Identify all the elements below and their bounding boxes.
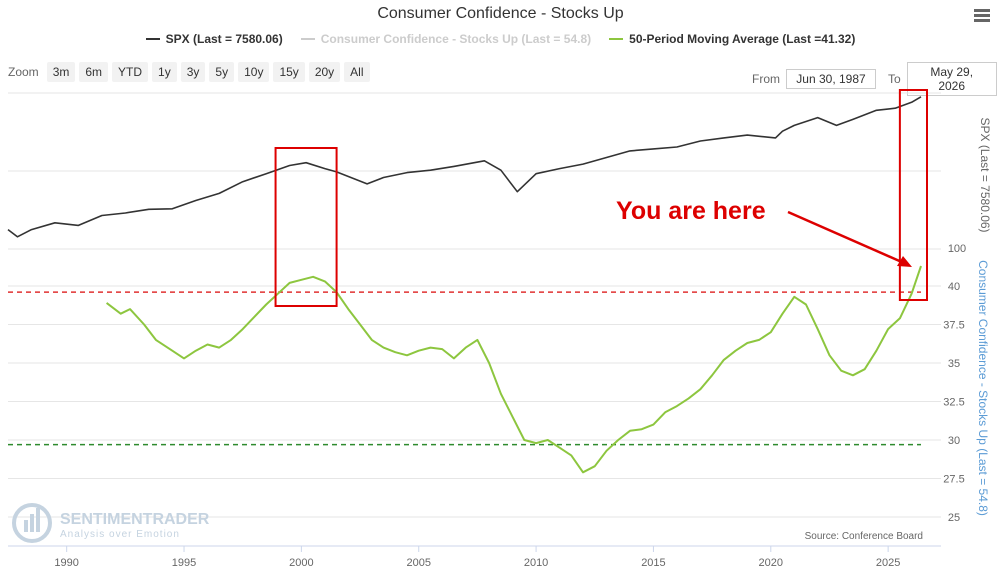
x-tick-label: 2000: [289, 557, 313, 569]
spx-tick-label: 100: [948, 243, 966, 255]
y-right-tick-label: 25: [948, 512, 960, 524]
highlight-boxes: [274, 89, 928, 307]
legend-symbol-consumer-confidence: [300, 38, 315, 40]
zoom-button-20y[interactable]: 20y: [308, 62, 341, 82]
zoom-button-1y[interactable]: 1y: [152, 62, 177, 82]
from-date-input[interactable]: Jun 30, 1987: [786, 69, 876, 89]
y-axis-left: 100: [948, 243, 966, 255]
source-note: Source: Conference Board: [805, 531, 923, 542]
zoom-button-3y[interactable]: 3y: [180, 62, 206, 82]
zoom-button-all[interactable]: All: [344, 62, 370, 82]
zoom-label: Zoom: [8, 65, 39, 79]
highlight-box-2000: [274, 147, 338, 307]
annotation-arrowhead: [897, 256, 912, 267]
y-right-tick-label: 32.5: [943, 397, 964, 409]
zoom-button-6m[interactable]: 6m: [79, 62, 109, 82]
from-label: From: [752, 72, 780, 86]
y-right-tick-label: 27.5: [943, 474, 964, 486]
sentimentrader-watermark: SENTIMENTRADER Analysis over Emotion: [12, 503, 210, 543]
legend: SPX (Last = 7580.06) Consumer Confidence…: [0, 32, 1001, 46]
x-axis: 1990 1995 2000 2005 2010 2015 2020 2025: [54, 546, 900, 569]
reference-lines: [8, 291, 921, 446]
zoom-button-10y[interactable]: 10y: [238, 62, 270, 82]
grid-lines: [8, 92, 941, 547]
zoom-button-15y[interactable]: 15y: [273, 62, 305, 82]
zoom-bar: Zoom 3m 6m YTD 1y 3y 5y 10y 15y 20y All: [8, 62, 370, 82]
annotation: You are here: [616, 197, 912, 267]
y-right-tick-label: 40: [948, 281, 960, 293]
watermark-logo-bar: [30, 514, 34, 532]
hamburger-menu-icon[interactable]: [974, 9, 990, 23]
zoom-button-3m[interactable]: 3m: [46, 62, 76, 82]
x-tick-label: 1990: [54, 557, 78, 569]
watermark-logo-bar: [24, 520, 28, 532]
y-axis-right: 25 27.5 30 32.5 35 37.5 40: [943, 281, 964, 524]
y-right-tick-label: 37.5: [943, 320, 964, 332]
legend-symbol-moving-average: [609, 38, 624, 40]
spx-series-line: [7, 96, 922, 238]
y-right-tick-label: 35: [948, 358, 960, 370]
highlight-box-current: [898, 89, 928, 301]
legend-symbol-spx: [145, 38, 160, 40]
x-tick-label: 2005: [406, 557, 430, 569]
consumer-confidence-axis-title: Consumer Confidence - Stocks Up (Last = …: [976, 260, 990, 516]
legend-label-consumer-confidence: Consumer Confidence - Stocks Up (Last = …: [320, 32, 592, 46]
spx-axis-title: SPX (Last = 7580.06): [978, 117, 992, 232]
x-tick-label: 2010: [524, 557, 548, 569]
y-right-tick-label: 30: [948, 435, 960, 447]
watermark-name: SENTIMENTRADER: [60, 511, 210, 528]
x-tick-label: 2025: [876, 557, 900, 569]
legend-label-spx: SPX (Last = 7580.06): [165, 32, 283, 46]
x-tick-label: 1995: [172, 557, 196, 569]
legend-item-consumer-confidence[interactable]: Consumer Confidence - Stocks Up (Last = …: [300, 32, 592, 46]
zoom-button-ytd[interactable]: YTD: [112, 62, 149, 82]
annotation-arrow-line: [787, 210, 905, 265]
watermark-tagline: Analysis over Emotion: [60, 529, 180, 540]
legend-item-moving-average[interactable]: 50-Period Moving Average (Last =41.32): [609, 32, 855, 46]
date-range-selector: From Jun 30, 1987 To May 29, 2026: [752, 62, 997, 96]
legend-item-spx[interactable]: SPX (Last = 7580.06): [145, 32, 283, 46]
to-label: To: [888, 72, 901, 86]
x-tick-label: 2015: [641, 557, 665, 569]
watermark-logo-bar: [36, 508, 40, 532]
zoom-button-5y[interactable]: 5y: [209, 62, 235, 82]
annotation-text: You are here: [616, 197, 766, 225]
watermark-logo-icon: [12, 503, 52, 543]
legend-label-moving-average: 50-Period Moving Average (Last =41.32): [629, 32, 856, 46]
chart-title: Consumer Confidence - Stocks Up: [377, 5, 624, 22]
x-tick-label: 2020: [759, 557, 783, 569]
moving-average-series-line: [105, 265, 922, 474]
series-lines: [7, 96, 922, 474]
